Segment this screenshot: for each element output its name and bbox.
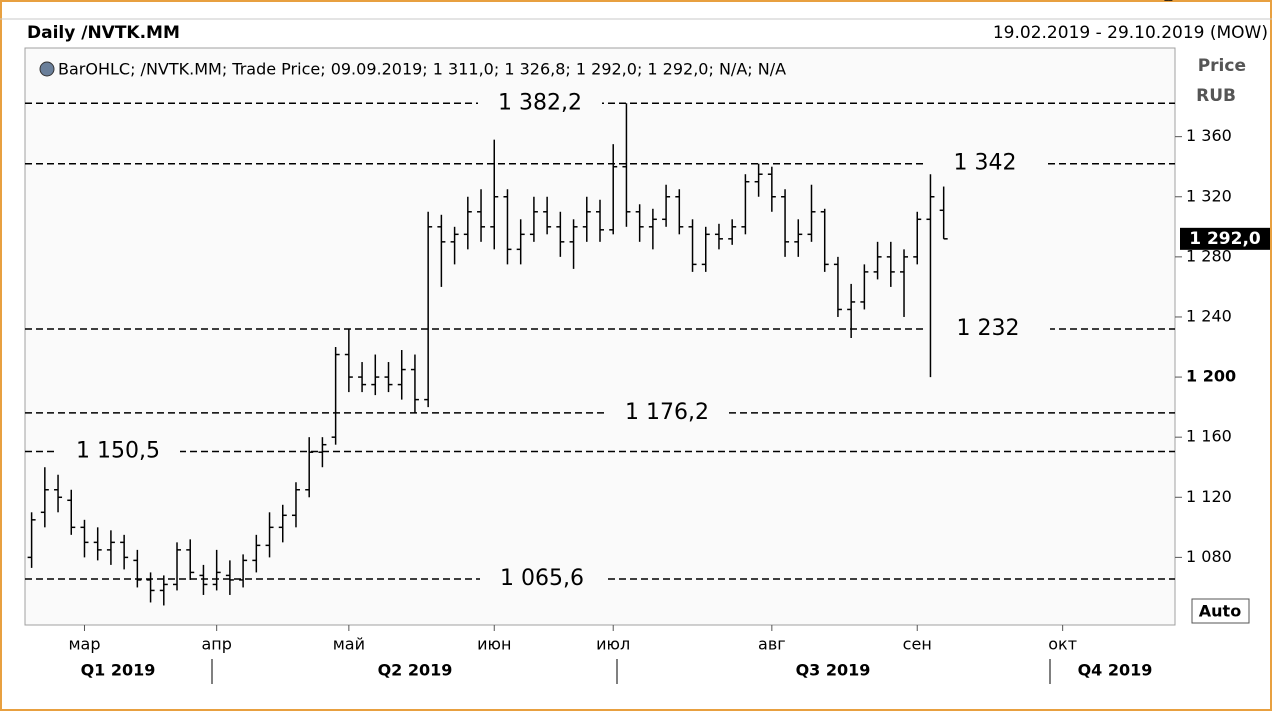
x-tick-label: мар [68,635,100,654]
y-tick-label: 1 160 [1186,427,1232,446]
level-label: 1 176,2 [625,400,709,425]
y-tick-label: 1 280 [1186,246,1232,265]
y-tick-label: 1 320 [1186,186,1232,205]
x-tick-label: апр [201,635,231,654]
x-tick-label: сен [903,635,932,654]
level-label: 1 065,6 [500,566,584,591]
y-tick-label: 1 200 [1186,367,1236,386]
x-tick-label: авг [758,635,786,654]
level-label: 1 382,2 [498,90,582,115]
x-tick-label: май [333,635,365,654]
level-label-bg [923,151,1047,176]
level-label: 1 342 [954,151,1017,176]
last-price-label: 1 292,0 [1189,229,1261,249]
level-label-bg [480,567,604,592]
level-label: 1 150,5 [76,438,160,463]
quarter-label: Q2 2019 [378,661,453,680]
last-price-box [1180,227,1270,250]
axis-title: Price [1198,56,1246,76]
level-label-bg [56,439,180,464]
level-label-bg [926,316,1050,341]
legend-icon [39,61,55,77]
y-tick-label: 1 120 [1186,487,1232,506]
chart-title: Daily /NVTK.MM [27,23,180,43]
level-label: 1 232 [957,316,1020,341]
y-tick-label: 1 080 [1186,547,1232,566]
auto-label[interactable]: Auto [1199,602,1241,621]
x-tick-label: июл [596,635,630,654]
y-tick-label: 1 360 [1186,126,1232,145]
x-tick-label: окт [1048,635,1077,654]
level-label-bg [478,91,602,116]
level-label-bg [605,400,729,425]
quarter-label: Q3 2019 [796,661,871,680]
date-range: 19.02.2019 - 29.10.2019 (MOW) [993,23,1268,43]
quarter-label: Q1 2019 [81,661,156,680]
axis-currency: RUB [1196,86,1236,106]
legend-text: BarOHLC; /NVTK.MM; Trade Price; 09.09.20… [58,60,786,79]
x-tick-label: июн [477,635,511,654]
y-tick-label: 1 240 [1186,306,1232,325]
quarter-label: Q4 2019 [1078,661,1153,680]
auto-button[interactable] [1191,598,1250,624]
